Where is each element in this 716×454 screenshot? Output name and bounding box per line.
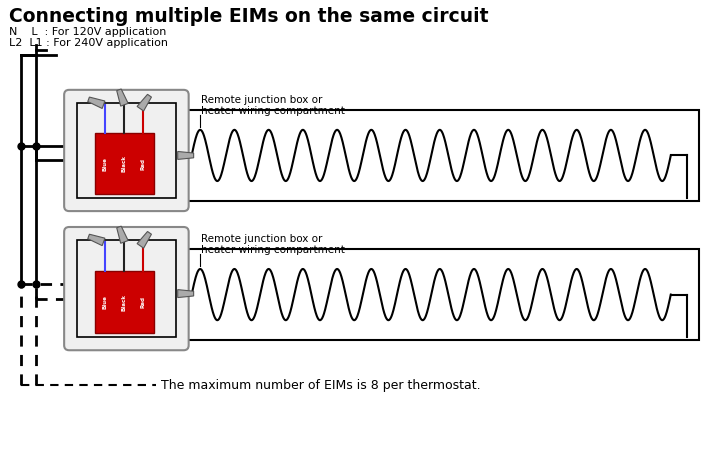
Polygon shape [117,89,128,106]
Polygon shape [137,94,152,111]
Text: Remote junction box or: Remote junction box or [200,234,322,244]
Text: Blue: Blue [103,295,108,309]
Text: Red: Red [141,158,146,170]
Polygon shape [88,97,105,109]
Bar [95,133,154,194]
Bar [184,249,699,340]
Text: Red: Red [141,296,146,308]
Polygon shape [117,226,128,243]
Text: heater wiring compartment: heater wiring compartment [200,106,344,116]
Bar [95,271,154,333]
Bar [184,110,699,201]
FancyBboxPatch shape [64,227,188,350]
Text: The maximum number of EIMs is 8 per thermostat.: The maximum number of EIMs is 8 per ther… [161,379,480,391]
Text: Black: Black [122,155,127,172]
Text: Connecting multiple EIMs on the same circuit: Connecting multiple EIMs on the same cir… [9,7,489,26]
Bar [77,240,175,337]
Text: N    L  : For 120V application: N L : For 120V application [9,27,167,37]
Text: L2  L1 : For 240V application: L2 L1 : For 240V application [9,38,168,48]
Bar [77,103,175,198]
FancyBboxPatch shape [64,90,188,211]
Text: Remote junction box or: Remote junction box or [200,95,322,105]
Text: heater wiring compartment: heater wiring compartment [200,245,344,255]
Polygon shape [178,290,193,297]
Polygon shape [88,234,105,246]
Text: Black: Black [122,294,127,311]
Text: Blue: Blue [103,157,108,171]
Polygon shape [137,232,152,248]
Polygon shape [178,152,193,159]
